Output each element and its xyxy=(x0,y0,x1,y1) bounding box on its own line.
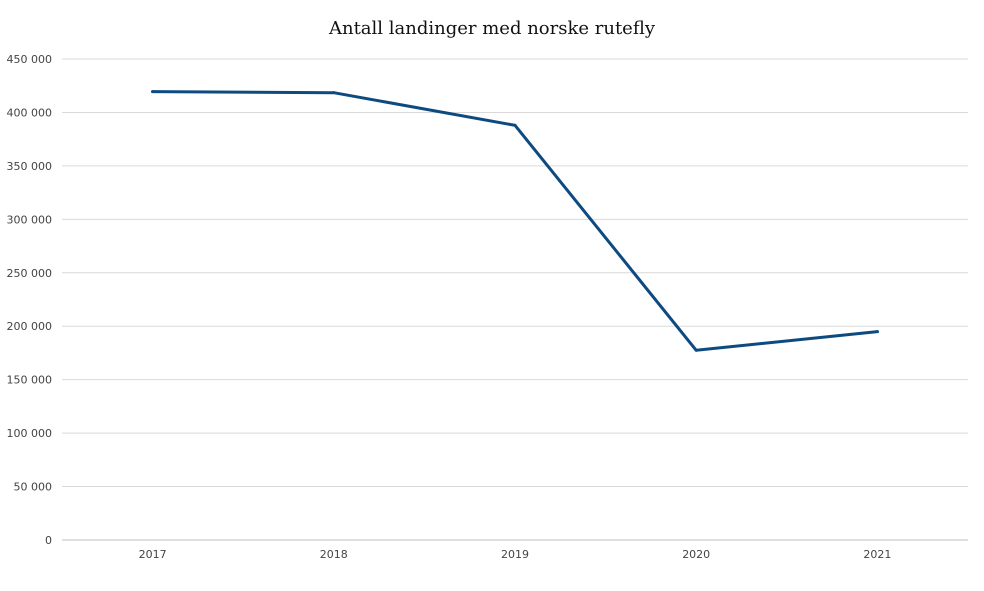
x-tick-label-2020: 2020 xyxy=(682,548,710,561)
x-tick-label-2018: 2018 xyxy=(320,548,348,561)
data-point-2017 xyxy=(151,90,155,94)
y-tick-label-450000: 450 000 xyxy=(7,53,53,66)
chart-title: Antall landinger med norske rutefly xyxy=(328,18,656,39)
x-tick-label-2021: 2021 xyxy=(863,548,891,561)
y-tick-label-350000: 350 000 xyxy=(7,160,53,173)
y-tick-label-300000: 300 000 xyxy=(7,213,53,226)
y-tick-label-50000: 50 000 xyxy=(14,481,53,494)
y-tick-label-150000: 150 000 xyxy=(7,374,53,387)
series-line-0 xyxy=(151,90,879,352)
y-tick-label-400000: 400 000 xyxy=(7,106,53,119)
x-tick-label-2017: 2017 xyxy=(139,548,167,561)
data-point-2018 xyxy=(332,91,336,95)
y-tick-label-0: 0 xyxy=(45,534,52,547)
data-point-2019 xyxy=(513,123,517,127)
data-point-2021 xyxy=(875,330,879,334)
y-tick-label-250000: 250 000 xyxy=(7,267,53,280)
x-tick-label-2019: 2019 xyxy=(501,548,529,561)
y-tick-label-200000: 200 000 xyxy=(7,320,53,333)
data-point-2020 xyxy=(694,348,698,352)
y-tick-label-100000: 100 000 xyxy=(7,427,53,440)
